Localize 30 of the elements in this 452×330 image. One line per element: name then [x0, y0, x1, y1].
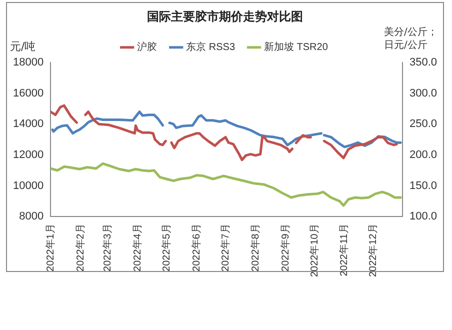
y-axis-title: 元/吨	[10, 40, 36, 54]
y-tick-label: 10000	[12, 180, 44, 192]
x-tick-label: 2022年4月	[131, 224, 144, 272]
x-tick-label: 2022年7月	[219, 224, 232, 272]
x-tick-label: 2022年12月	[367, 224, 380, 278]
x-tick-label: 2022年3月	[101, 224, 114, 272]
y2-tick-label: 200.0	[409, 148, 438, 161]
y-tick-label: 8000	[19, 210, 44, 223]
y2-tick-label: 300.0	[409, 87, 438, 100]
y2-axis-title: 美分/公斤；日元/公斤	[384, 26, 438, 52]
y-tick-label: 16000	[12, 87, 44, 100]
x-tick-label: 2022年11月	[338, 224, 350, 276]
x-tick-label: 2022年2月	[74, 224, 86, 272]
x-tick-label: 2022年8月	[249, 224, 262, 272]
x-tick-label: 2022年5月	[160, 224, 172, 272]
y2-tick-label: 350.0	[409, 56, 438, 68]
x-tick-label: 2022年9月	[279, 224, 292, 272]
y-tick-label: 14000	[12, 118, 44, 130]
y2-tick-label: 250.0	[409, 118, 438, 130]
x-tick-label: 2022年6月	[190, 224, 202, 272]
y2-tick-label: 100.0	[409, 210, 438, 223]
x-tick-label: 2022年10月	[308, 224, 320, 278]
y2-tick-label: 150.0	[409, 180, 438, 192]
legend-label: 东京 RSS3	[186, 41, 236, 54]
legend-label: 新加坡 TSR20	[264, 41, 328, 54]
y-tick-label: 12000	[12, 148, 44, 161]
legend-label: 沪胶	[137, 41, 158, 54]
chart-title: 国际主要胶市期价走势对比图	[147, 10, 303, 24]
x-tick-label: 2022年1月	[44, 224, 56, 272]
y-tick-label: 18000	[12, 56, 44, 68]
